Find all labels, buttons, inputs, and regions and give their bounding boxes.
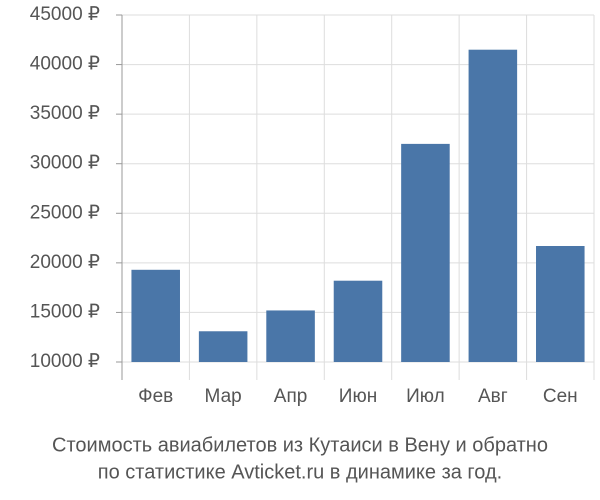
- y-tick-label: 40000 ₽: [30, 54, 100, 75]
- bar: [198, 331, 248, 362]
- x-tick-label: Апр: [274, 386, 308, 407]
- x-tick-label: Июл: [406, 386, 445, 407]
- bar: [333, 280, 383, 362]
- y-tick-label: 20000 ₽: [30, 252, 100, 273]
- caption-line: Стоимость авиабилетов из Кутаиси в Вену …: [52, 434, 548, 456]
- x-tick-label: Июн: [339, 386, 377, 407]
- y-tick-label: 35000 ₽: [30, 103, 100, 124]
- caption-line: по статистике Avticket.ru в динамике за …: [98, 461, 502, 483]
- y-tick-label: 15000 ₽: [30, 301, 100, 322]
- x-tick-label: Фев: [138, 386, 173, 407]
- x-tick-label: Авг: [478, 386, 508, 407]
- y-tick-label: 25000 ₽: [30, 202, 100, 223]
- y-tick-label: 10000 ₽: [30, 351, 100, 372]
- x-tick-label: Сен: [543, 386, 578, 407]
- y-tick-label: 30000 ₽: [30, 153, 100, 174]
- bar: [266, 310, 315, 362]
- bar: [131, 269, 180, 362]
- bar: [536, 246, 585, 362]
- x-tick-label: Мар: [205, 386, 242, 407]
- bar: [468, 49, 518, 362]
- bar: [401, 143, 450, 362]
- y-tick-label: 45000 ₽: [30, 4, 100, 25]
